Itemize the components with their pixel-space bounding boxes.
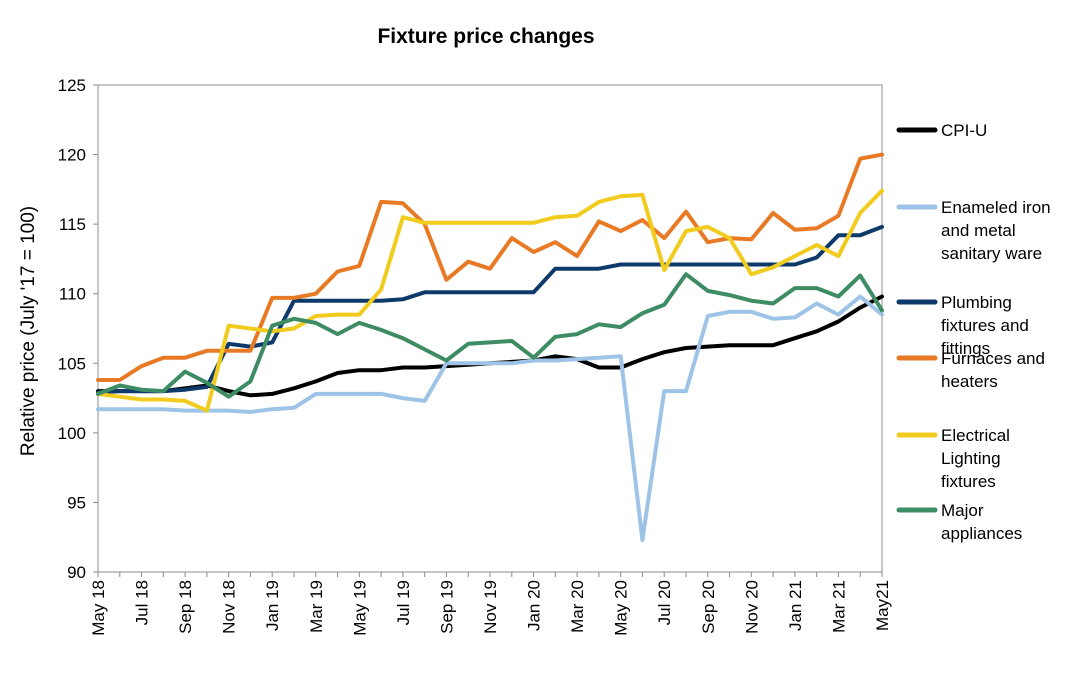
legend-label-4: Electrical <box>941 426 1010 445</box>
y-axis: 90 95 100 105 110 115 120 125 <box>58 76 98 582</box>
x-tick-label: Nov 18 <box>220 580 239 634</box>
y-tick-label: 110 <box>59 285 86 304</box>
x-tick-label: Nov 20 <box>742 580 761 634</box>
x-tick-label: May 20 <box>612 580 631 636</box>
x-tick-label: Nov 19 <box>481 580 500 634</box>
legend-label-5: Major <box>941 501 984 520</box>
y-tick-label: 100 <box>58 424 86 443</box>
y-tick-label: 95 <box>67 493 86 512</box>
legend-label-5: appliances <box>941 524 1022 543</box>
legend: CPI-U Enameled iron and metal sanitary ware… <box>896 121 1051 543</box>
x-tick-label: May 18 <box>89 580 108 636</box>
x-tick-label: Sep 19 <box>437 580 456 634</box>
chart-title: Fixture price changes <box>377 25 594 48</box>
legend-label-0: CPI-U <box>941 121 987 140</box>
legend-label-1: and metal <box>941 221 1016 240</box>
y-axis-label: Relative price (July '17 = 100) <box>18 206 39 456</box>
series-line-4 <box>96 188 884 413</box>
x-tick-label: May21 <box>873 580 892 631</box>
y-tick-label: 115 <box>59 215 86 234</box>
legend-label-1: sanitary ware <box>941 244 1042 263</box>
x-tick-label: Mar 19 <box>307 580 326 633</box>
x-tick-label: Jan 21 <box>786 580 805 631</box>
series-line-2 <box>96 224 884 395</box>
x-tick-label: Jul 18 <box>133 580 152 625</box>
y-tick-label: 125 <box>58 76 86 95</box>
x-tick-label: Jan 20 <box>525 580 544 631</box>
series-line-1 <box>96 294 884 542</box>
series-line-5 <box>96 272 884 399</box>
x-tick-label: Jul 20 <box>655 580 674 625</box>
legend-label-4: Lighting <box>941 449 1001 468</box>
legend-label-4: fixtures <box>941 472 996 491</box>
x-tick-label: May 19 <box>350 580 369 636</box>
series-line-3 <box>96 152 884 382</box>
legend-label-3: heaters <box>941 372 998 391</box>
series-lines <box>96 152 884 542</box>
y-tick-label: 120 <box>58 146 86 165</box>
legend-label-1: Enameled iron <box>941 198 1051 217</box>
plot-area <box>97 84 883 573</box>
x-tick-label: Sep 18 <box>176 580 195 634</box>
x-tick-label: Mar 21 <box>829 580 848 633</box>
y-tick-label: 90 <box>67 563 86 582</box>
legend-label-2: Plumbing <box>941 293 1012 312</box>
x-tick-label: Jul 19 <box>394 580 413 625</box>
legend-label-3: Furnaces and <box>941 349 1045 368</box>
legend-label-2: fixtures and <box>941 316 1029 335</box>
legend-label-2: fittings <box>941 339 990 358</box>
x-tick-label: Mar 20 <box>568 580 587 633</box>
y-tick-label: 105 <box>58 354 86 373</box>
x-tick-label: Jan 19 <box>263 580 282 631</box>
x-axis: May 18 Jul 18 Sep 18 Nov 18 Jan 19 Mar 19 May … <box>89 572 892 636</box>
x-tick-label: Sep 20 <box>699 580 718 634</box>
